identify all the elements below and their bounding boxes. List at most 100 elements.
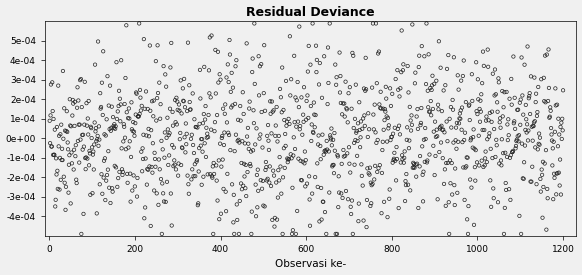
Point <box>95 91 105 95</box>
Point <box>406 188 415 192</box>
Point <box>107 129 116 133</box>
Point <box>439 88 448 93</box>
Point <box>198 175 208 179</box>
Point <box>372 81 381 86</box>
Point <box>487 120 496 124</box>
Point <box>229 193 239 197</box>
Point <box>49 153 59 157</box>
Point <box>544 86 553 90</box>
Point <box>194 201 203 205</box>
Point <box>274 168 283 172</box>
Point <box>272 180 281 185</box>
Point <box>445 117 455 121</box>
Point <box>202 136 211 140</box>
Point <box>359 218 368 223</box>
Point <box>343 197 353 201</box>
Point <box>168 123 178 128</box>
Point <box>194 146 204 150</box>
Point <box>526 74 535 79</box>
Point <box>163 116 172 120</box>
Point <box>85 149 94 153</box>
Point <box>345 85 354 89</box>
Point <box>338 112 347 117</box>
Point <box>101 178 111 183</box>
Point <box>179 98 188 103</box>
Point <box>88 191 97 195</box>
Point <box>539 76 548 80</box>
Point <box>407 123 417 127</box>
Point <box>241 186 250 190</box>
Point <box>382 139 392 144</box>
Point <box>203 172 212 177</box>
Point <box>143 167 152 171</box>
Point <box>464 103 474 107</box>
Point <box>146 224 155 228</box>
Point <box>68 161 77 166</box>
Point <box>456 117 465 121</box>
Point <box>329 171 339 175</box>
Point <box>386 104 396 108</box>
Point <box>189 174 198 178</box>
Point <box>535 142 544 147</box>
Point <box>151 164 160 169</box>
Point <box>100 159 109 163</box>
Point <box>214 158 223 163</box>
Point <box>258 179 268 183</box>
Point <box>314 142 323 147</box>
Point <box>219 187 228 191</box>
Point <box>365 166 375 170</box>
Point <box>215 72 224 76</box>
Point <box>356 135 365 139</box>
Point <box>47 82 56 87</box>
Point <box>414 206 423 210</box>
Point <box>257 62 266 66</box>
Point <box>425 109 435 114</box>
Point <box>348 51 357 55</box>
Point <box>107 126 116 130</box>
Point <box>364 171 373 175</box>
Point <box>517 55 526 60</box>
Point <box>267 184 276 188</box>
Point <box>145 164 154 169</box>
Point <box>431 154 440 158</box>
Point <box>97 81 107 85</box>
Point <box>110 164 119 168</box>
Point <box>84 132 93 137</box>
Point <box>307 191 317 196</box>
Point <box>327 137 336 142</box>
Point <box>62 109 72 113</box>
Point <box>305 197 314 202</box>
Point <box>176 78 185 82</box>
Point <box>332 75 341 79</box>
Point <box>152 191 161 196</box>
Point <box>415 164 424 169</box>
Point <box>434 107 443 111</box>
Point <box>280 118 289 122</box>
Point <box>108 189 117 194</box>
Point <box>285 157 294 161</box>
Point <box>112 60 121 64</box>
Point <box>348 232 357 236</box>
Point <box>193 203 203 207</box>
Point <box>520 62 529 67</box>
Point <box>246 164 255 168</box>
Point <box>180 135 189 139</box>
Point <box>311 113 320 117</box>
Point <box>47 144 56 149</box>
Point <box>133 114 143 119</box>
Point <box>178 145 187 150</box>
Point <box>165 131 174 135</box>
Point <box>308 130 318 134</box>
Point <box>94 124 104 129</box>
Point <box>516 123 525 127</box>
Point <box>372 170 382 174</box>
Point <box>450 203 459 207</box>
Point <box>533 114 542 118</box>
Point <box>398 153 407 158</box>
Point <box>468 145 477 150</box>
Point <box>514 214 524 218</box>
Point <box>483 47 492 52</box>
Point <box>79 133 88 137</box>
Point <box>306 104 315 108</box>
Point <box>137 150 146 154</box>
